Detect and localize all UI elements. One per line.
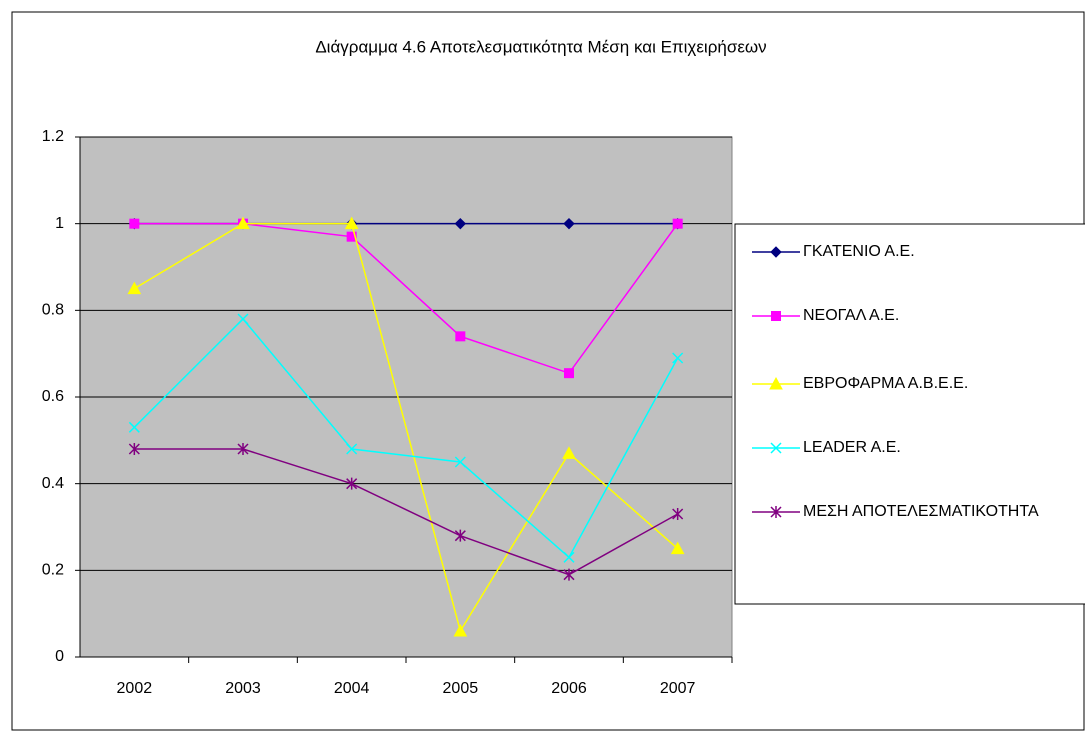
marker — [672, 218, 683, 229]
marker — [455, 331, 466, 342]
marker — [672, 508, 684, 520]
marker — [454, 456, 466, 468]
legend-label: ΜΕΣΗ ΑΠΟΤΕΛΕΣΜΑΤΙΚΟΤΗΤΑ — [803, 503, 1039, 520]
marker — [563, 551, 575, 563]
x-tick-label: 2005 — [443, 680, 479, 697]
marker — [127, 281, 142, 295]
marker — [769, 376, 783, 390]
x-tick-label: 2006 — [551, 680, 587, 697]
y-tick-label: 1.2 — [42, 128, 64, 145]
legend-label: ΓΚΑΤΕΝΙΟ Α.Ε. — [803, 243, 915, 260]
marker — [454, 217, 467, 230]
y-tick-label: 1 — [55, 215, 64, 232]
marker — [128, 421, 140, 433]
series-line — [133, 317, 679, 559]
x-tick-label: 2007 — [660, 680, 696, 697]
y-tick-label: 0.6 — [42, 388, 64, 405]
marker — [563, 568, 575, 581]
x-tick-label: 2002 — [117, 680, 153, 697]
marker — [672, 352, 684, 364]
marker — [563, 217, 575, 230]
marker — [237, 443, 249, 455]
marker — [770, 506, 782, 518]
y-tick-label: 0.8 — [42, 302, 64, 319]
marker — [346, 477, 358, 490]
legend-label: ΝΕΟΓΑΛ Α.Ε. — [803, 307, 900, 324]
x-tick-label: 2004 — [334, 680, 370, 697]
legend-label: ΕΒΡΟΦΑΡΜΑ Α.Β.Ε.Ε. — [803, 375, 969, 392]
marker — [236, 216, 250, 230]
marker — [129, 218, 140, 229]
marker — [770, 442, 782, 454]
marker — [454, 529, 466, 542]
x-tick-label: 2003 — [225, 680, 261, 697]
series-line — [133, 222, 679, 633]
y-tick-label: 0.2 — [42, 562, 64, 579]
marker — [453, 623, 468, 637]
legend-box — [734, 223, 1085, 605]
y-tick-label: 0 — [55, 648, 64, 665]
marker — [564, 368, 574, 379]
marker — [237, 313, 249, 325]
marker — [670, 541, 685, 555]
marker — [344, 216, 359, 230]
y-tick-label: 0.4 — [42, 475, 64, 492]
marker — [128, 443, 140, 455]
marker — [346, 443, 358, 455]
marker — [770, 246, 782, 258]
chart-title: Διάγραμμα 4.6 Αποτελεσματικότητα Μέση κα… — [315, 37, 766, 56]
legend-label: LEADER A.E. — [803, 439, 901, 456]
series-line — [134, 448, 679, 576]
marker — [771, 311, 781, 321]
series-line — [134, 222, 679, 375]
marker — [562, 446, 576, 459]
marker — [346, 231, 357, 242]
